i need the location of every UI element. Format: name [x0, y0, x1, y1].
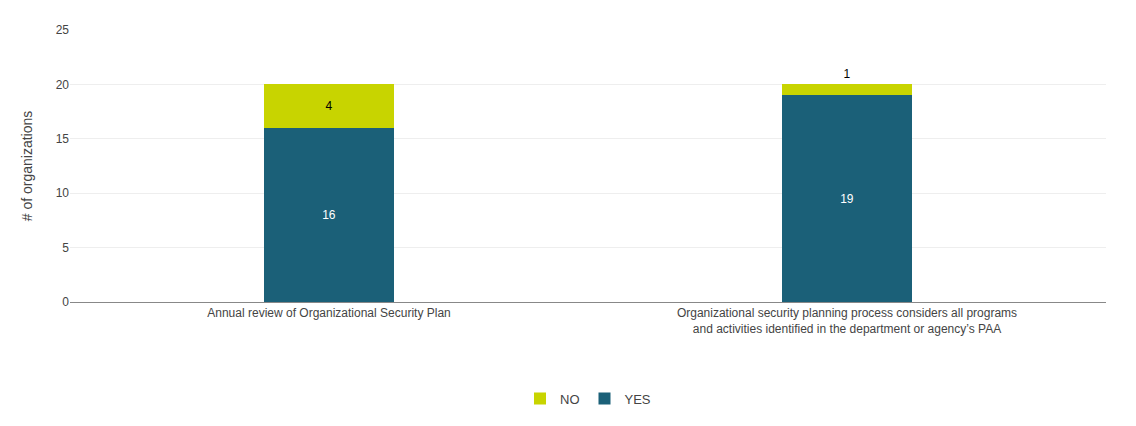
svg-text:20: 20 [56, 78, 70, 92]
svg-text:NO: NO [560, 392, 580, 407]
svg-text:1: 1 [844, 67, 851, 81]
svg-text:10: 10 [56, 186, 70, 200]
svg-text:4: 4 [326, 99, 333, 113]
svg-text:# of organizations: # of organizations [19, 111, 35, 222]
svg-text:19: 19 [840, 192, 854, 206]
svg-text:16: 16 [322, 208, 336, 222]
svg-text:Annual review of Organizationa: Annual review of Organizational Security… [207, 306, 450, 320]
svg-text:5: 5 [62, 241, 69, 255]
svg-text:YES: YES [625, 392, 651, 407]
svg-text:25: 25 [56, 23, 70, 37]
svg-text:0: 0 [62, 295, 69, 309]
svg-text:15: 15 [56, 132, 70, 146]
svg-text:Organizational security planni: Organizational security planning process… [677, 306, 1017, 336]
